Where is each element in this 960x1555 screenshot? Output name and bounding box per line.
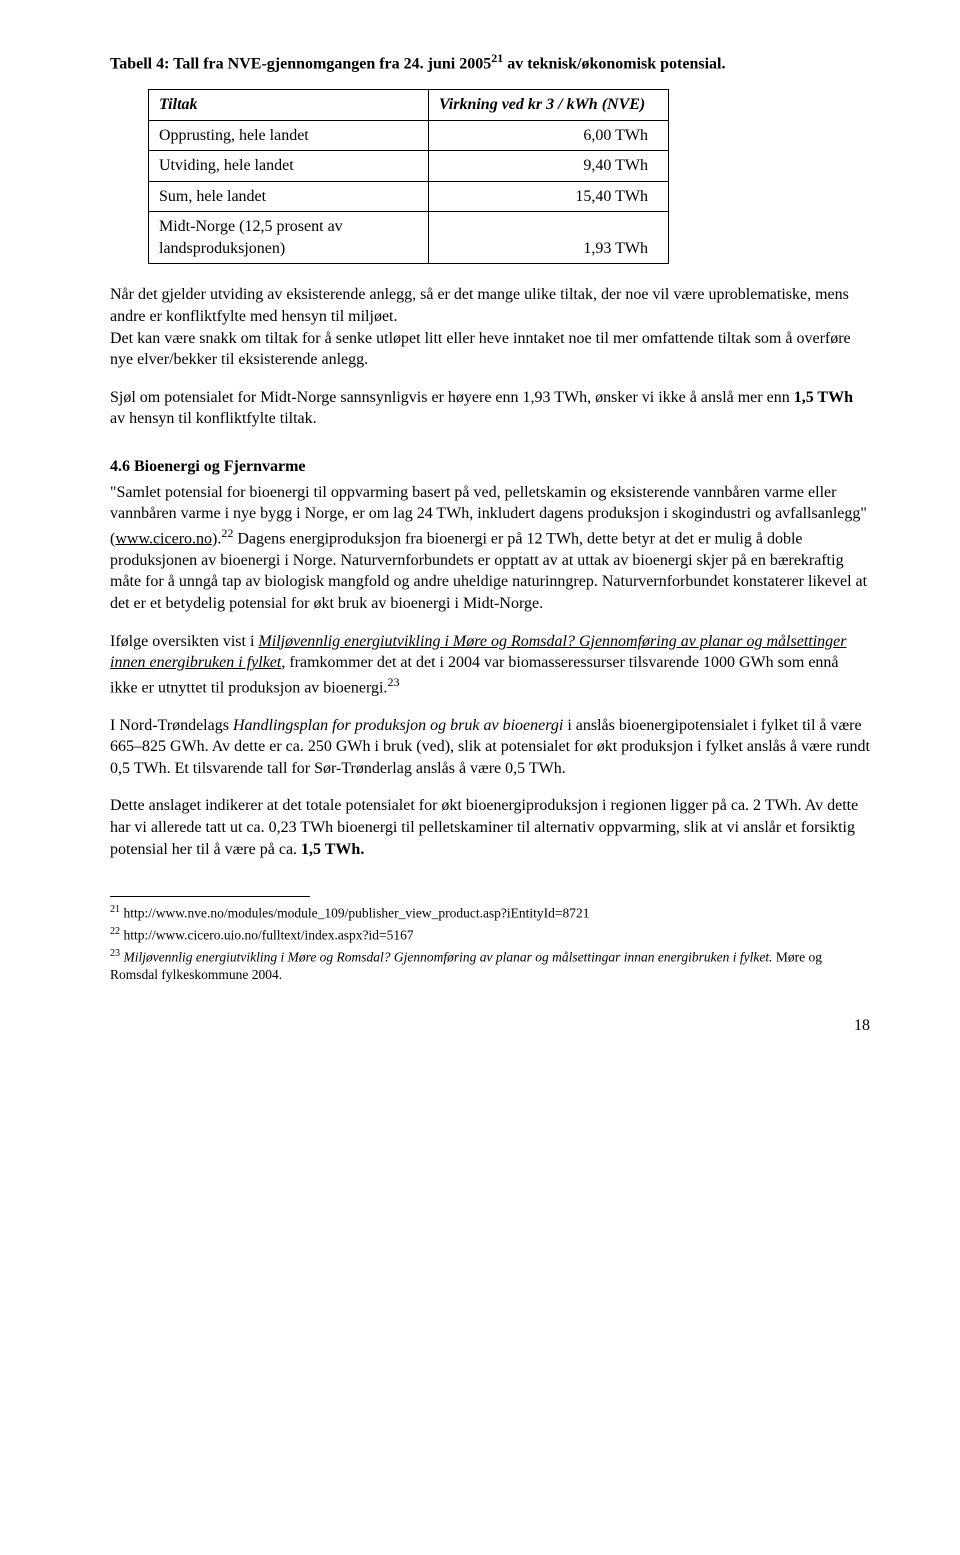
table-row: Midt-Norge (12,5 prosent av landsproduks…	[149, 212, 669, 264]
cell-label: Midt-Norge (12,5 prosent av landsproduks…	[149, 212, 429, 264]
text: Ifølge oversikten vist i	[110, 633, 258, 650]
footnote-21: 21 http://www.nve.no/modules/module_109/…	[110, 903, 870, 923]
cell-value: 6,00 TWh	[429, 120, 669, 151]
cell-value: 9,40 TWh	[429, 151, 669, 182]
table-row: Sum, hele landet 15,40 TWh	[149, 181, 669, 212]
paragraph: Ifølge oversikten vist i Miljøvennlig en…	[110, 631, 870, 699]
footnote-ref-22: 22	[221, 526, 233, 540]
emphasis: 1,5 TWh	[794, 389, 853, 406]
cell-label: Opprusting, hele landet	[149, 120, 429, 151]
page-number: 18	[110, 1015, 870, 1037]
text: av hensyn til konfliktfylte tiltak.	[110, 410, 317, 427]
header-tiltak: Tiltak	[149, 89, 429, 120]
cell-value: 15,40 TWh	[429, 181, 669, 212]
caption-prefix: Tabell 4: Tall fra NVE-gjennomgangen fra…	[110, 55, 491, 72]
paragraph: Når det gjelder utviding av eksisterende…	[110, 284, 870, 370]
table-row: Utviding, hele landet 9,40 TWh	[149, 151, 669, 182]
text: ).	[212, 530, 221, 547]
table-header-row: Tiltak Virkning ved kr 3 / kWh (NVE)	[149, 89, 669, 120]
table-caption: Tabell 4: Tall fra NVE-gjennomgangen fra…	[110, 50, 870, 75]
paragraph: Dette anslaget indikerer at det totale p…	[110, 795, 870, 860]
footnote-text: http://www.cicero.uio.no/fulltext/index.…	[120, 927, 414, 942]
paragraph: "Samlet potensial for bioenergi til oppv…	[110, 482, 870, 615]
text: Det kan være snakk om tiltak for å senke…	[110, 330, 851, 369]
footnote-number: 21	[110, 904, 120, 915]
footnote-italic: Miljøvennlig energiutvikling i Møre og R…	[120, 949, 772, 964]
footnotes: 21 http://www.nve.no/modules/module_109/…	[110, 903, 870, 984]
paragraph: I Nord-Trøndelags Handlingsplan for prod…	[110, 715, 870, 780]
text: Sjøl om potensialet for Midt-Norge sanns…	[110, 389, 794, 406]
footnote-rule	[110, 896, 310, 897]
table-row: Opprusting, hele landet 6,00 TWh	[149, 120, 669, 151]
footnote-text: http://www.nve.no/modules/module_109/pub…	[120, 906, 589, 921]
text: Dagens energiproduksjon fra bioenergi er…	[110, 530, 867, 612]
link-cicero[interactable]: www.cicero.no	[115, 530, 212, 547]
header-virkning: Virkning ved kr 3 / kWh (NVE)	[429, 89, 669, 120]
potential-table: Tiltak Virkning ved kr 3 / kWh (NVE) Opp…	[148, 89, 669, 265]
cell-label: Sum, hele landet	[149, 181, 429, 212]
text: I Nord-Trøndelags	[110, 717, 233, 734]
cell-value: 1,93 TWh	[429, 212, 669, 264]
paragraph: Sjøl om potensialet for Midt-Norge sanns…	[110, 387, 870, 430]
caption-suffix: av teknisk/økonomisk potensial.	[503, 55, 725, 72]
text: Når det gjelder utviding av eksisterende…	[110, 286, 849, 325]
footnote-ref-21: 21	[491, 51, 503, 65]
section-heading: 4.6 Bioenergi og Fjernvarme	[110, 456, 870, 478]
cited-title: Handlingsplan for produksjon og bruk av …	[233, 717, 563, 734]
footnote-number: 23	[110, 948, 120, 959]
cell-label: Utviding, hele landet	[149, 151, 429, 182]
footnote-23: 23 Miljøvennlig energiutvikling i Møre o…	[110, 947, 870, 985]
emphasis: 1,5 TWh.	[301, 841, 364, 858]
footnote-ref-23: 23	[387, 675, 399, 689]
footnote-22: 22 http://www.cicero.uio.no/fulltext/ind…	[110, 925, 870, 945]
text: Dette anslaget indikerer at det totale p…	[110, 797, 858, 857]
footnote-number: 22	[110, 926, 120, 937]
